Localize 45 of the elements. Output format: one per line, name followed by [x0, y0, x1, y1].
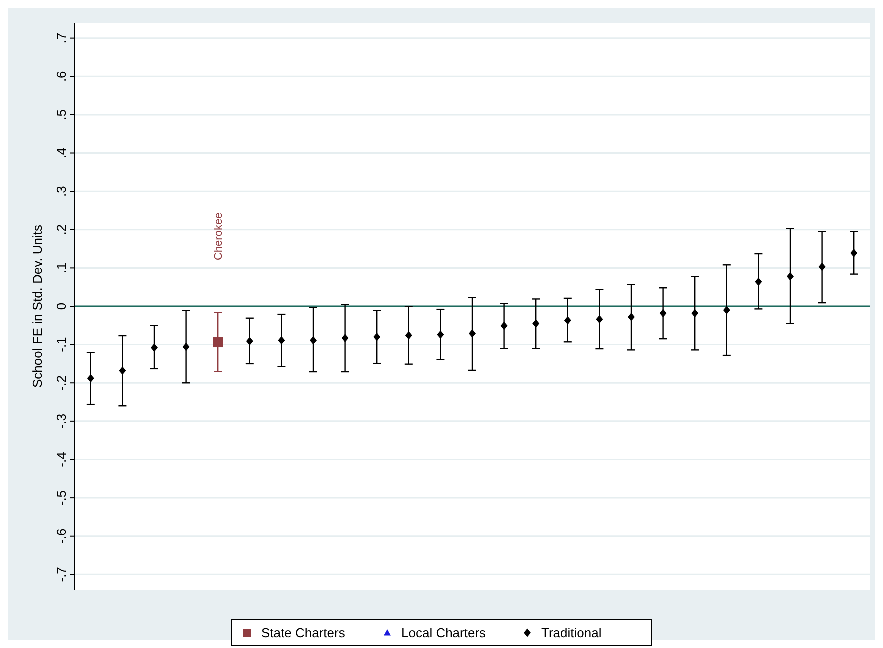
point	[818, 262, 826, 272]
point	[564, 316, 572, 325]
point	[246, 337, 254, 346]
point	[182, 342, 190, 352]
y-axis-title: School FE in Std. Dev. Units	[30, 224, 45, 388]
point	[532, 320, 540, 328]
legend-label: State Charters	[262, 626, 346, 640]
point	[596, 315, 604, 324]
point	[213, 338, 224, 348]
point	[660, 309, 667, 318]
point	[500, 322, 508, 330]
point	[628, 313, 635, 322]
y-tick-label: .5	[54, 110, 69, 120]
point	[405, 331, 412, 340]
point	[119, 366, 126, 376]
point	[469, 330, 476, 338]
y-tick-label: .4	[54, 148, 69, 159]
y-tick-label: .7	[54, 32, 69, 44]
y-tick-label: -.1	[54, 337, 69, 352]
point	[310, 336, 317, 345]
annotation: Cherokee	[213, 212, 226, 261]
point	[151, 344, 158, 352]
y-tick-label: -.5	[54, 490, 69, 506]
point	[787, 272, 794, 281]
point	[850, 249, 858, 258]
point	[723, 306, 730, 315]
point	[374, 332, 381, 342]
y-tick-label: .3	[54, 186, 69, 197]
y-tick-label: 0	[54, 302, 69, 310]
y-tick-label: -.7	[54, 567, 69, 582]
y-tick-label: .1	[54, 262, 69, 274]
point	[692, 309, 699, 318]
y-tick-label: -.4	[54, 452, 69, 468]
y-tick-label: .6	[54, 71, 69, 82]
legend-label: Traditional	[542, 626, 602, 640]
y-tick-label: -.6	[54, 528, 69, 544]
point	[87, 374, 94, 383]
y-tick-label: -.2	[54, 376, 69, 391]
y-tick-label: -.3	[54, 414, 69, 430]
point	[342, 334, 349, 342]
point	[437, 330, 444, 340]
point	[755, 278, 762, 286]
legend-label: Local Charters	[402, 626, 487, 640]
y-tick-label: .2	[54, 224, 69, 236]
point	[278, 336, 286, 345]
